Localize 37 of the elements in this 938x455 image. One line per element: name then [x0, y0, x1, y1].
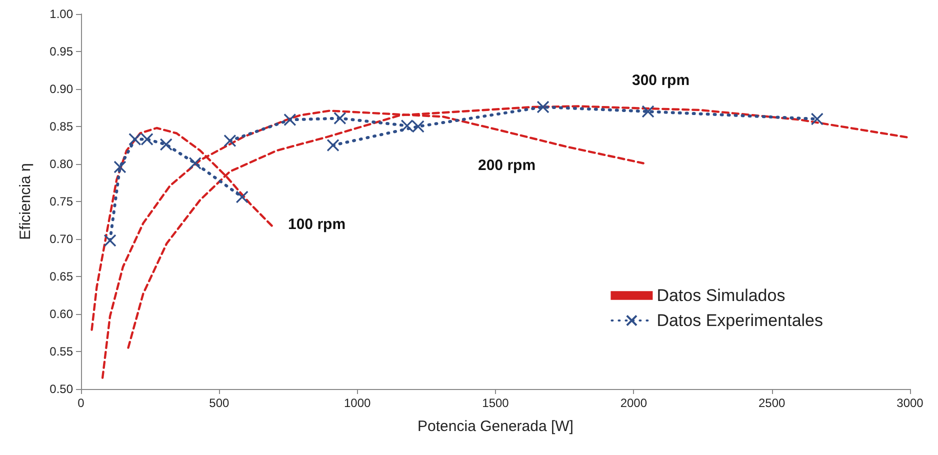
point [536, 100, 550, 114]
point [334, 112, 346, 125]
x-tick-label: 500 [209, 396, 230, 410]
x-axis-title: Potencia Generada [W] [418, 418, 574, 435]
legend-label: Datos Experimentales [656, 311, 824, 330]
y-axis-title: Eficiencia η [17, 163, 34, 240]
y-tick-label: 0.60 [50, 307, 74, 321]
point [810, 112, 824, 126]
x-tick-label: 1500 [482, 396, 510, 410]
y-tick-label: 0.70 [50, 232, 74, 246]
y-tick-label: 0.90 [50, 82, 74, 96]
point [160, 138, 172, 151]
point [224, 134, 236, 148]
point [104, 234, 116, 247]
y-tick-label: 0.95 [50, 44, 74, 58]
point [188, 156, 202, 170]
x-tick-label: 0 [78, 396, 85, 410]
point [642, 105, 654, 118]
point [326, 138, 340, 152]
annotation: 100 rpm [288, 216, 346, 233]
y-tick-label: 0.75 [50, 194, 74, 208]
point [236, 190, 248, 204]
x-tick-label: 2500 [758, 396, 786, 410]
x-tick-label: 3000 [896, 396, 924, 410]
annotation: 200 rpm [478, 157, 536, 174]
annotation: 300 rpm [632, 72, 690, 89]
y-tick-label: 1.00 [50, 7, 74, 21]
point [114, 160, 126, 174]
point [284, 113, 296, 126]
x-tick-label: 2000 [620, 396, 648, 410]
y-tick-label: 0.85 [50, 120, 74, 134]
x-tick-label: 1000 [344, 396, 372, 410]
y-tick-label: 0.65 [50, 270, 74, 284]
legend-label: Datos Simulados [656, 286, 786, 305]
y-tick-label: 0.55 [50, 344, 74, 358]
y-tick-label: 0.80 [50, 157, 74, 171]
y-tick-label: 0.50 [50, 382, 74, 396]
